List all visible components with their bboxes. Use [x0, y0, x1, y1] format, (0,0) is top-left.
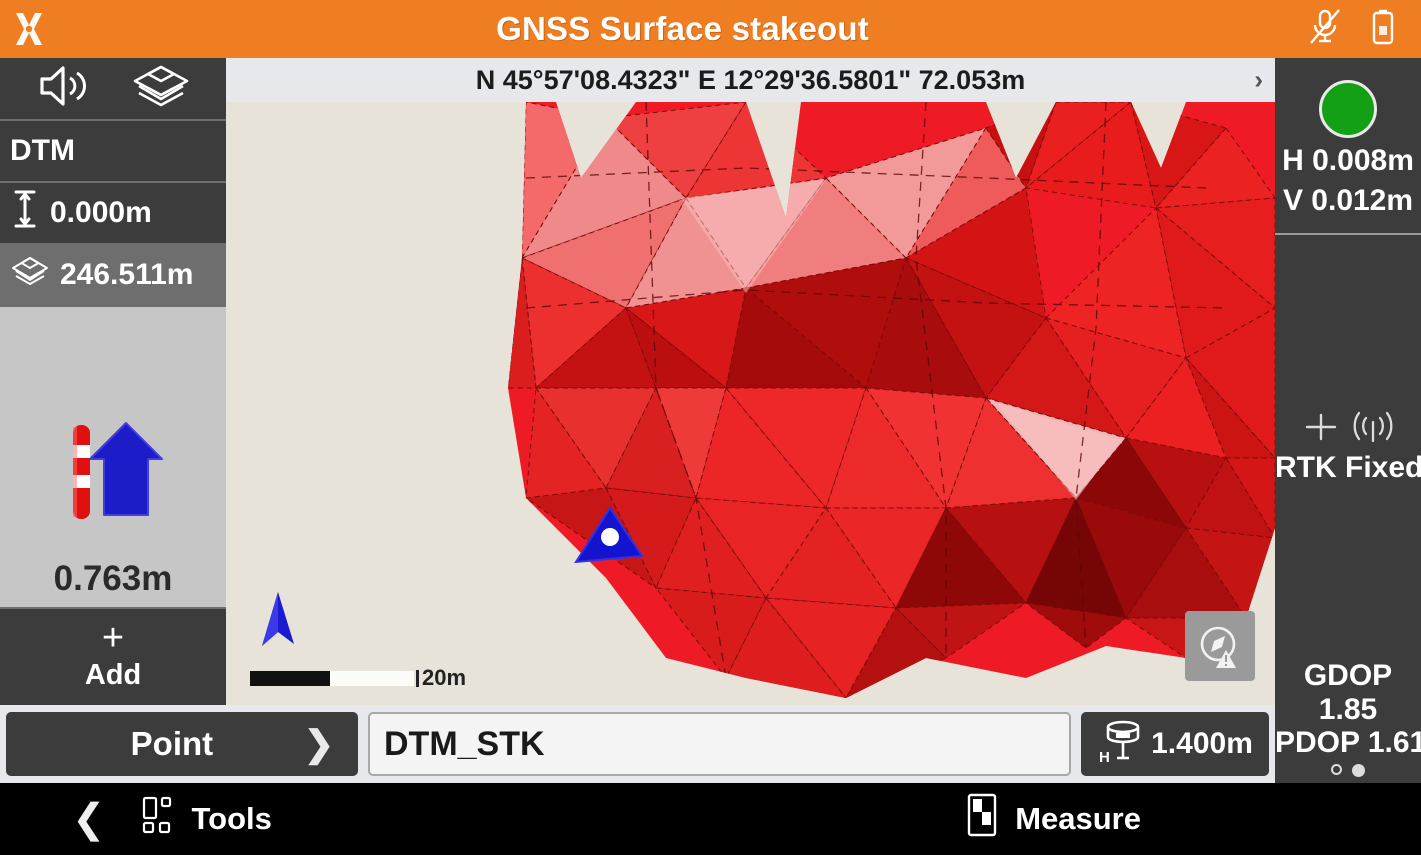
tools-icon: [140, 795, 180, 843]
add-button-label: Add: [84, 658, 142, 691]
north-arrow-icon: [250, 590, 306, 657]
vertical-offset-row[interactable]: 0.000m: [0, 183, 226, 245]
antenna-height-button[interactable]: H 1.400m: [1081, 712, 1269, 776]
vertical-offset-icon: [10, 187, 40, 239]
battery-icon[interactable]: [1369, 7, 1397, 52]
scale-bar-label: 20m: [422, 665, 467, 690]
point-name-input[interactable]: DTM_STK: [368, 712, 1071, 776]
antenna-height-value: 1.400m: [1151, 727, 1253, 760]
status-badge: [1319, 80, 1377, 138]
map-view[interactable]: N 45°57'08.4323" E 12°29'36.5801" 72.053…: [226, 58, 1275, 705]
compass-warning-icon[interactable]: [1185, 611, 1255, 681]
action-bar: Point ❯ DTM_STK H 1.400m: [0, 705, 1275, 783]
coordinate-text: N 45°57'08.4323" E 12°29'36.5801" 72.053…: [475, 64, 1026, 95]
navigation-panel[interactable]: 0.763m: [0, 307, 226, 607]
left-sidebar: DTM 0.000m: [0, 58, 226, 705]
surface-layers-icon[interactable]: [131, 63, 191, 114]
app-logo-icon[interactable]: [0, 10, 58, 48]
point-name-value: DTM_STK: [384, 724, 545, 763]
microphone-muted-icon[interactable]: [1307, 7, 1343, 52]
point-mode-button[interactable]: Point ❯: [6, 712, 358, 776]
stakeout-distance: 0.763m: [53, 559, 173, 598]
chevron-right-icon: ❯: [303, 723, 334, 764]
surface-name-label: DTM: [10, 134, 75, 167]
coordinate-bar[interactable]: N 45°57'08.4323" E 12°29'36.5801" 72.053…: [226, 58, 1275, 102]
point-mode-label: Point: [130, 725, 214, 762]
gdop-value: 1.85: [1318, 692, 1378, 726]
speaker-icon[interactable]: [36, 63, 92, 114]
gnss-antenna-icon: H: [1097, 714, 1145, 774]
rtk-icon-row: [1275, 410, 1421, 449]
left-icon-row: [0, 58, 226, 121]
vertical-precision: V 0.012m: [1282, 183, 1414, 217]
titlebar-icons: [1307, 7, 1421, 52]
scale-bar-light: [330, 670, 414, 686]
scale-bar: 20m: [250, 665, 466, 691]
surface-name-row[interactable]: DTM: [0, 121, 226, 183]
page-dot-inactive[interactable]: [1331, 764, 1342, 775]
tools-button[interactable]: Tools: [140, 795, 272, 843]
dop-block: GDOP 1.85 PDOP 1.61: [1275, 659, 1421, 783]
pdop-value: PDOP 1.61: [1275, 726, 1421, 760]
radio-signal-icon: [1351, 410, 1395, 449]
add-button[interactable]: + Add: [0, 607, 226, 705]
back-chevron-icon[interactable]: ❮: [72, 797, 106, 841]
svg-text:H: H: [1099, 749, 1110, 766]
rtk-status-label: RTK Fixed: [1275, 450, 1421, 484]
title-bar: GNSS Surface stakeout: [0, 0, 1421, 58]
scale-bar-dark: [250, 670, 330, 686]
tools-label: Tools: [191, 801, 272, 836]
horizontal-precision: H 0.008m: [1282, 144, 1414, 177]
vertical-offset-value: 0.000m: [50, 196, 152, 229]
crosshair-icon: [1301, 410, 1341, 449]
page-title: GNSS Surface stakeout: [496, 10, 869, 47]
gdop-label: GDOP: [1303, 659, 1393, 693]
scale-bar-tick: [416, 669, 419, 687]
dtm-surface-mesh: [508, 102, 1275, 698]
measure-icon: [963, 793, 1003, 845]
surface-elevation-value: 246.511m: [60, 258, 194, 291]
navigation-graphic: [38, 372, 188, 572]
surface-elevation-row[interactable]: 246.511m: [0, 245, 226, 307]
right-sidebar: H 0.008m V 0.012m: [1275, 58, 1421, 783]
sidebar-divider: [1275, 233, 1421, 236]
dop-page-dots[interactable]: [1275, 764, 1421, 777]
measure-button[interactable]: Measure: [963, 793, 1421, 845]
add-plus-icon: +: [101, 616, 125, 659]
chevron-right-icon[interactable]: ›: [1254, 64, 1263, 95]
stakeout-pole-icon: [73, 425, 90, 519]
rtk-status-block: RTK Fixed: [1275, 410, 1421, 485]
surface-elevation-icon: [10, 255, 50, 295]
direction-arrow-icon: [89, 422, 163, 516]
page-dot-active[interactable]: [1352, 764, 1365, 777]
measure-label: Measure: [1015, 801, 1141, 836]
current-position-marker: [574, 506, 644, 564]
bottom-nav-bar: ❮ Tools: [0, 783, 1421, 855]
